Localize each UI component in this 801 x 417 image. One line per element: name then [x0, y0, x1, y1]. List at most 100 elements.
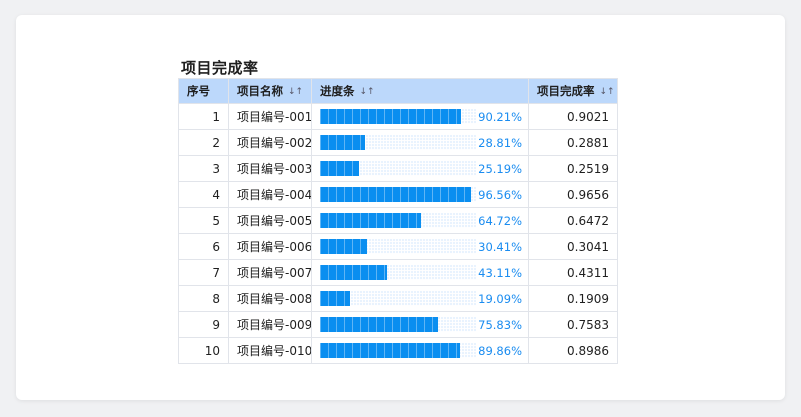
column-header-rate[interactable]: 项目完成率 ↓↑: [528, 78, 618, 104]
progress-cell: 64.72%: [311, 207, 529, 234]
progress-bar-fill: [320, 109, 461, 124]
completion-rate: 0.1909: [528, 285, 618, 312]
progress-bar-fill: [320, 135, 365, 150]
completion-rate: 0.2881: [528, 129, 618, 156]
progress-bar-fill: [320, 187, 471, 202]
table-row: 8 项目编号-008 19.09% 0.1909: [178, 285, 618, 312]
completion-rate: 0.9656: [528, 181, 618, 208]
project-name: 项目编号-008: [228, 285, 312, 312]
table-row: 10 项目编号-010 89.86% 0.8986: [178, 337, 618, 364]
project-name: 项目编号-010: [228, 337, 312, 364]
progress-bar-fill: [320, 343, 461, 358]
column-header-label: 序号: [187, 84, 210, 98]
project-name: 项目编号-009: [228, 311, 312, 338]
progress-bar-fill: [320, 291, 350, 306]
sort-icon[interactable]: ↓↑: [288, 86, 304, 97]
progress-cell: 96.56%: [311, 181, 529, 208]
progress-percent: 75.83%: [478, 317, 522, 332]
progress-wrap: 28.81%: [320, 131, 522, 155]
column-header-label: 项目完成率: [537, 84, 595, 98]
row-index: 2: [178, 129, 229, 156]
progress-cell: 28.81%: [311, 129, 529, 156]
row-index: 5: [178, 207, 229, 234]
column-header-label: 项目名称: [237, 84, 283, 98]
project-name: 项目编号-004: [228, 181, 312, 208]
table-row: 7 项目编号-007 43.11% 0.4311: [178, 259, 618, 286]
progress-percent: 43.11%: [478, 265, 522, 280]
progress-cell: 25.19%: [311, 155, 529, 182]
progress-wrap: 19.09%: [320, 287, 522, 311]
sort-icon[interactable]: ↓↑: [359, 86, 375, 97]
progress-percent: 64.72%: [478, 213, 522, 228]
progress-percent: 19.09%: [478, 291, 522, 306]
row-index: 6: [178, 233, 229, 260]
progress-bar-track: [320, 265, 476, 280]
table-row: 5 项目编号-005 64.72% 0.6472: [178, 207, 618, 234]
progress-cell: 30.41%: [311, 233, 529, 260]
progress-wrap: 96.56%: [320, 183, 522, 207]
column-header-name[interactable]: 项目名称 ↓↑: [228, 78, 312, 104]
project-name: 项目编号-005: [228, 207, 312, 234]
completion-rate: 0.7583: [528, 311, 618, 338]
progress-bar-track: [320, 187, 476, 202]
row-index: 3: [178, 155, 229, 182]
sort-icon[interactable]: ↓↑: [599, 86, 615, 97]
table-row: 3 项目编号-003 25.19% 0.2519: [178, 155, 618, 182]
row-index: 7: [178, 259, 229, 286]
progress-bar-fill: [320, 265, 388, 280]
completion-rate: 0.4311: [528, 259, 618, 286]
progress-bar-track: [320, 161, 476, 176]
column-header-progress[interactable]: 进度条 ↓↑: [311, 78, 529, 104]
progress-bar-track: [320, 135, 476, 150]
progress-bar-fill: [320, 317, 439, 332]
completion-rate: 0.9021: [528, 103, 618, 130]
progress-wrap: 89.86%: [320, 339, 522, 363]
progress-bar-track: [320, 317, 476, 332]
progress-cell: 75.83%: [311, 311, 529, 338]
progress-percent: 28.81%: [478, 135, 522, 150]
progress-bar-track: [320, 343, 476, 358]
progress-wrap: 75.83%: [320, 313, 522, 337]
progress-table: 序号 项目名称 ↓↑ 进度条 ↓↑ 项目完成率 ↓↑ 1 项目编号-001 90.21% 0…: [178, 78, 618, 364]
row-index: 8: [178, 285, 229, 312]
project-name: 项目编号-003: [228, 155, 312, 182]
progress-bar-track: [320, 291, 476, 306]
table-row: 9 项目编号-009 75.83% 0.7583: [178, 311, 618, 338]
header-row: 序号 项目名称 ↓↑ 进度条 ↓↑ 项目完成率 ↓↑: [178, 78, 618, 104]
progress-bar-fill: [320, 239, 368, 254]
column-header-index: 序号: [178, 78, 229, 104]
progress-bar-fill: [320, 213, 421, 228]
progress-cell: 90.21%: [311, 103, 529, 130]
project-name: 项目编号-002: [228, 129, 312, 156]
completion-rate: 0.6472: [528, 207, 618, 234]
progress-cell: 43.11%: [311, 259, 529, 286]
progress-bar-track: [320, 213, 476, 228]
page-title: 项目完成率: [181, 59, 259, 77]
progress-bar-track: [320, 239, 476, 254]
progress-wrap: 25.19%: [320, 157, 522, 181]
project-name: 项目编号-006: [228, 233, 312, 260]
row-index: 1: [178, 103, 229, 130]
table-row: 2 项目编号-002 28.81% 0.2881: [178, 129, 618, 156]
progress-wrap: 43.11%: [320, 261, 522, 285]
row-index: 9: [178, 311, 229, 338]
project-name: 项目编号-001: [228, 103, 312, 130]
completion-rate: 0.3041: [528, 233, 618, 260]
completion-rate: 0.8986: [528, 337, 618, 364]
table-body: 1 项目编号-001 90.21% 0.9021 2 项目编号-002 28.81% 0.28…: [178, 103, 618, 364]
project-name: 项目编号-007: [228, 259, 312, 286]
row-index: 10: [178, 337, 229, 364]
progress-bar-track: [320, 109, 476, 124]
progress-percent: 90.21%: [478, 109, 522, 124]
progress-wrap: 64.72%: [320, 209, 522, 233]
progress-percent: 96.56%: [478, 187, 522, 202]
progress-bar-fill: [320, 161, 360, 176]
progress-percent: 25.19%: [478, 161, 522, 176]
progress-percent: 30.41%: [478, 239, 522, 254]
column-header-label: 进度条: [320, 84, 355, 98]
table-row: 1 项目编号-001 90.21% 0.9021: [178, 103, 618, 130]
completion-rate: 0.2519: [528, 155, 618, 182]
table-header: 序号 项目名称 ↓↑ 进度条 ↓↑ 项目完成率 ↓↑: [178, 78, 618, 104]
progress-wrap: 30.41%: [320, 235, 522, 259]
table-row: 4 项目编号-004 96.56% 0.9656: [178, 181, 618, 208]
